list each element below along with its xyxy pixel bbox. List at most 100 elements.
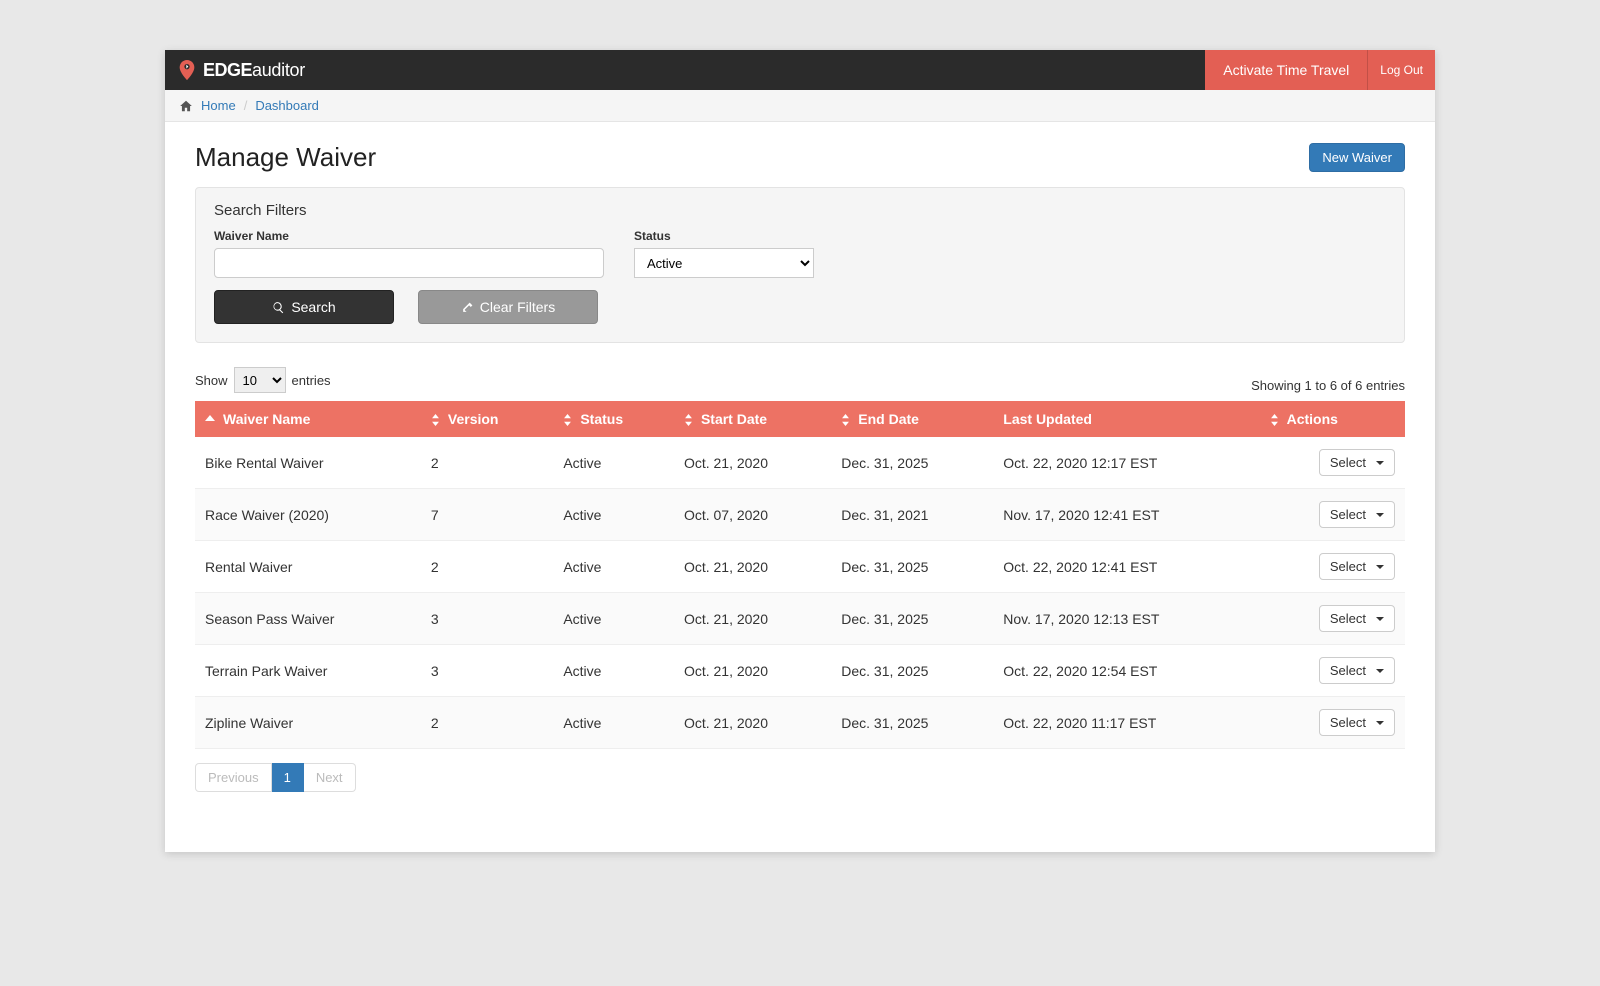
cell-name: Race Waiver (2020): [195, 489, 421, 541]
cell-actions: Select: [1260, 593, 1405, 645]
new-waiver-button[interactable]: New Waiver: [1309, 143, 1405, 172]
table-header-row: Waiver NameVersionStatusStart DateEnd Da…: [195, 401, 1405, 437]
waiver-name-input[interactable]: [214, 248, 604, 278]
search-button[interactable]: Search: [214, 290, 394, 324]
clear-filters-label: Clear Filters: [480, 299, 555, 315]
cell-version: 3: [421, 593, 553, 645]
home-icon: [179, 99, 193, 113]
cell-actions: Select: [1260, 697, 1405, 749]
page-title: Manage Waiver: [195, 142, 376, 173]
cell-name: Bike Rental Waiver: [195, 437, 421, 489]
cell-actions: Select: [1260, 489, 1405, 541]
column-header[interactable]: Waiver Name: [195, 401, 421, 437]
filter-name-group: Waiver Name: [214, 229, 604, 278]
table-row: Terrain Park Waiver3ActiveOct. 21, 2020D…: [195, 645, 1405, 697]
table-row: Rental Waiver2ActiveOct. 21, 2020Dec. 31…: [195, 541, 1405, 593]
cell-status: Active: [553, 593, 674, 645]
cell-status: Active: [553, 437, 674, 489]
row-select-button[interactable]: Select: [1319, 657, 1395, 684]
chevron-down-icon: [1376, 461, 1384, 465]
brand-bold: EDGE: [203, 60, 252, 81]
cell-updated: Nov. 17, 2020 12:13 EST: [993, 593, 1259, 645]
clear-filters-button[interactable]: Clear Filters: [418, 290, 598, 324]
entries-info: Showing 1 to 6 of 6 entries: [1251, 378, 1405, 393]
cell-actions: Select: [1260, 437, 1405, 489]
brand-pin-icon: [179, 60, 195, 80]
show-entries: Show 102550100 entries: [195, 367, 331, 393]
content: Manage Waiver New Waiver Search Filters …: [165, 122, 1435, 852]
row-select-button[interactable]: Select: [1319, 501, 1395, 528]
chevron-down-icon: [1376, 617, 1384, 621]
status-label: Status: [634, 229, 814, 243]
table-body: Bike Rental Waiver2ActiveOct. 21, 2020De…: [195, 437, 1405, 749]
column-header[interactable]: Status: [553, 401, 674, 437]
cell-updated: Oct. 22, 2020 12:54 EST: [993, 645, 1259, 697]
chevron-down-icon: [1376, 565, 1384, 569]
breadcrumb-separator: /: [244, 98, 248, 113]
brand[interactable]: EDGEauditor: [165, 50, 319, 90]
table-row: Zipline Waiver2ActiveOct. 21, 2020Dec. 3…: [195, 697, 1405, 749]
cell-name: Zipline Waiver: [195, 697, 421, 749]
column-header[interactable]: Start Date: [674, 401, 831, 437]
cell-status: Active: [553, 489, 674, 541]
cell-name: Season Pass Waiver: [195, 593, 421, 645]
column-header[interactable]: Last Updated: [993, 401, 1259, 437]
cell-status: Active: [553, 645, 674, 697]
cell-updated: Oct. 22, 2020 12:17 EST: [993, 437, 1259, 489]
cell-start: Oct. 07, 2020: [674, 489, 831, 541]
pagination-next[interactable]: Next: [304, 763, 356, 792]
cell-updated: Oct. 22, 2020 11:17 EST: [993, 697, 1259, 749]
navbar-right: Activate Time Travel Log Out: [1205, 50, 1435, 90]
activate-time-travel-button[interactable]: Activate Time Travel: [1205, 50, 1368, 90]
cell-end: Dec. 31, 2025: [831, 437, 993, 489]
table-row: Race Waiver (2020)7ActiveOct. 07, 2020De…: [195, 489, 1405, 541]
cell-updated: Oct. 22, 2020 12:41 EST: [993, 541, 1259, 593]
cell-start: Oct. 21, 2020: [674, 645, 831, 697]
brand-light: auditor: [252, 60, 305, 81]
breadcrumb: Home / Dashboard: [165, 90, 1435, 122]
search-button-label: Search: [291, 299, 335, 315]
column-header[interactable]: End Date: [831, 401, 993, 437]
cell-name: Terrain Park Waiver: [195, 645, 421, 697]
cell-status: Active: [553, 697, 674, 749]
row-select-button[interactable]: Select: [1319, 605, 1395, 632]
breadcrumb-home-link[interactable]: Home: [201, 98, 236, 113]
cell-name: Rental Waiver: [195, 541, 421, 593]
pagination-page-1[interactable]: 1: [272, 763, 304, 792]
chevron-down-icon: [1376, 721, 1384, 725]
show-suffix: entries: [292, 373, 331, 388]
entries-per-page-select[interactable]: 102550100: [234, 367, 286, 393]
column-header[interactable]: Version: [421, 401, 553, 437]
cell-version: 3: [421, 645, 553, 697]
cell-version: 2: [421, 437, 553, 489]
row-select-button[interactable]: Select: [1319, 553, 1395, 580]
breadcrumb-dashboard-link[interactable]: Dashboard: [255, 98, 319, 113]
row-select-button[interactable]: Select: [1319, 709, 1395, 736]
pagination-previous[interactable]: Previous: [195, 763, 272, 792]
pagination: Previous 1 Next: [195, 763, 1405, 792]
status-select[interactable]: ActiveInactiveAll: [634, 248, 814, 278]
cell-status: Active: [553, 541, 674, 593]
app-window: EDGEauditor Activate Time Travel Log Out…: [165, 50, 1435, 852]
logout-button[interactable]: Log Out: [1368, 50, 1435, 90]
cell-end: Dec. 31, 2021: [831, 489, 993, 541]
cell-start: Oct. 21, 2020: [674, 697, 831, 749]
cell-start: Oct. 21, 2020: [674, 437, 831, 489]
navbar: EDGEauditor Activate Time Travel Log Out: [165, 50, 1435, 90]
column-header[interactable]: Actions: [1260, 401, 1405, 437]
filter-status-group: Status ActiveInactiveAll: [634, 229, 814, 278]
cell-version: 7: [421, 489, 553, 541]
cell-end: Dec. 31, 2025: [831, 593, 993, 645]
cell-version: 2: [421, 697, 553, 749]
search-icon: [272, 301, 285, 314]
cell-end: Dec. 31, 2025: [831, 697, 993, 749]
filter-panel-title: Search Filters: [214, 202, 1386, 219]
show-prefix: Show: [195, 373, 228, 388]
row-select-button[interactable]: Select: [1319, 449, 1395, 476]
table-row: Season Pass Waiver3ActiveOct. 21, 2020De…: [195, 593, 1405, 645]
table-row: Bike Rental Waiver2ActiveOct. 21, 2020De…: [195, 437, 1405, 489]
waiver-name-label: Waiver Name: [214, 229, 604, 243]
cell-start: Oct. 21, 2020: [674, 593, 831, 645]
table-controls: Show 102550100 entries Showing 1 to 6 of…: [195, 367, 1405, 393]
waiver-table: Waiver NameVersionStatusStart DateEnd Da…: [195, 401, 1405, 749]
